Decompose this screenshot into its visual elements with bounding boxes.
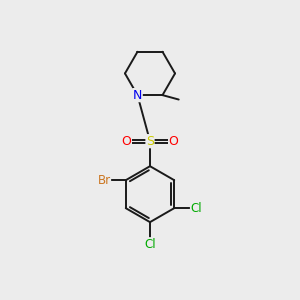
Text: Cl: Cl [144, 238, 156, 251]
Text: Br: Br [98, 174, 110, 187]
Text: O: O [122, 135, 131, 148]
Text: Cl: Cl [190, 202, 202, 215]
Text: S: S [146, 135, 154, 148]
Text: N: N [133, 88, 142, 102]
Text: O: O [169, 135, 178, 148]
